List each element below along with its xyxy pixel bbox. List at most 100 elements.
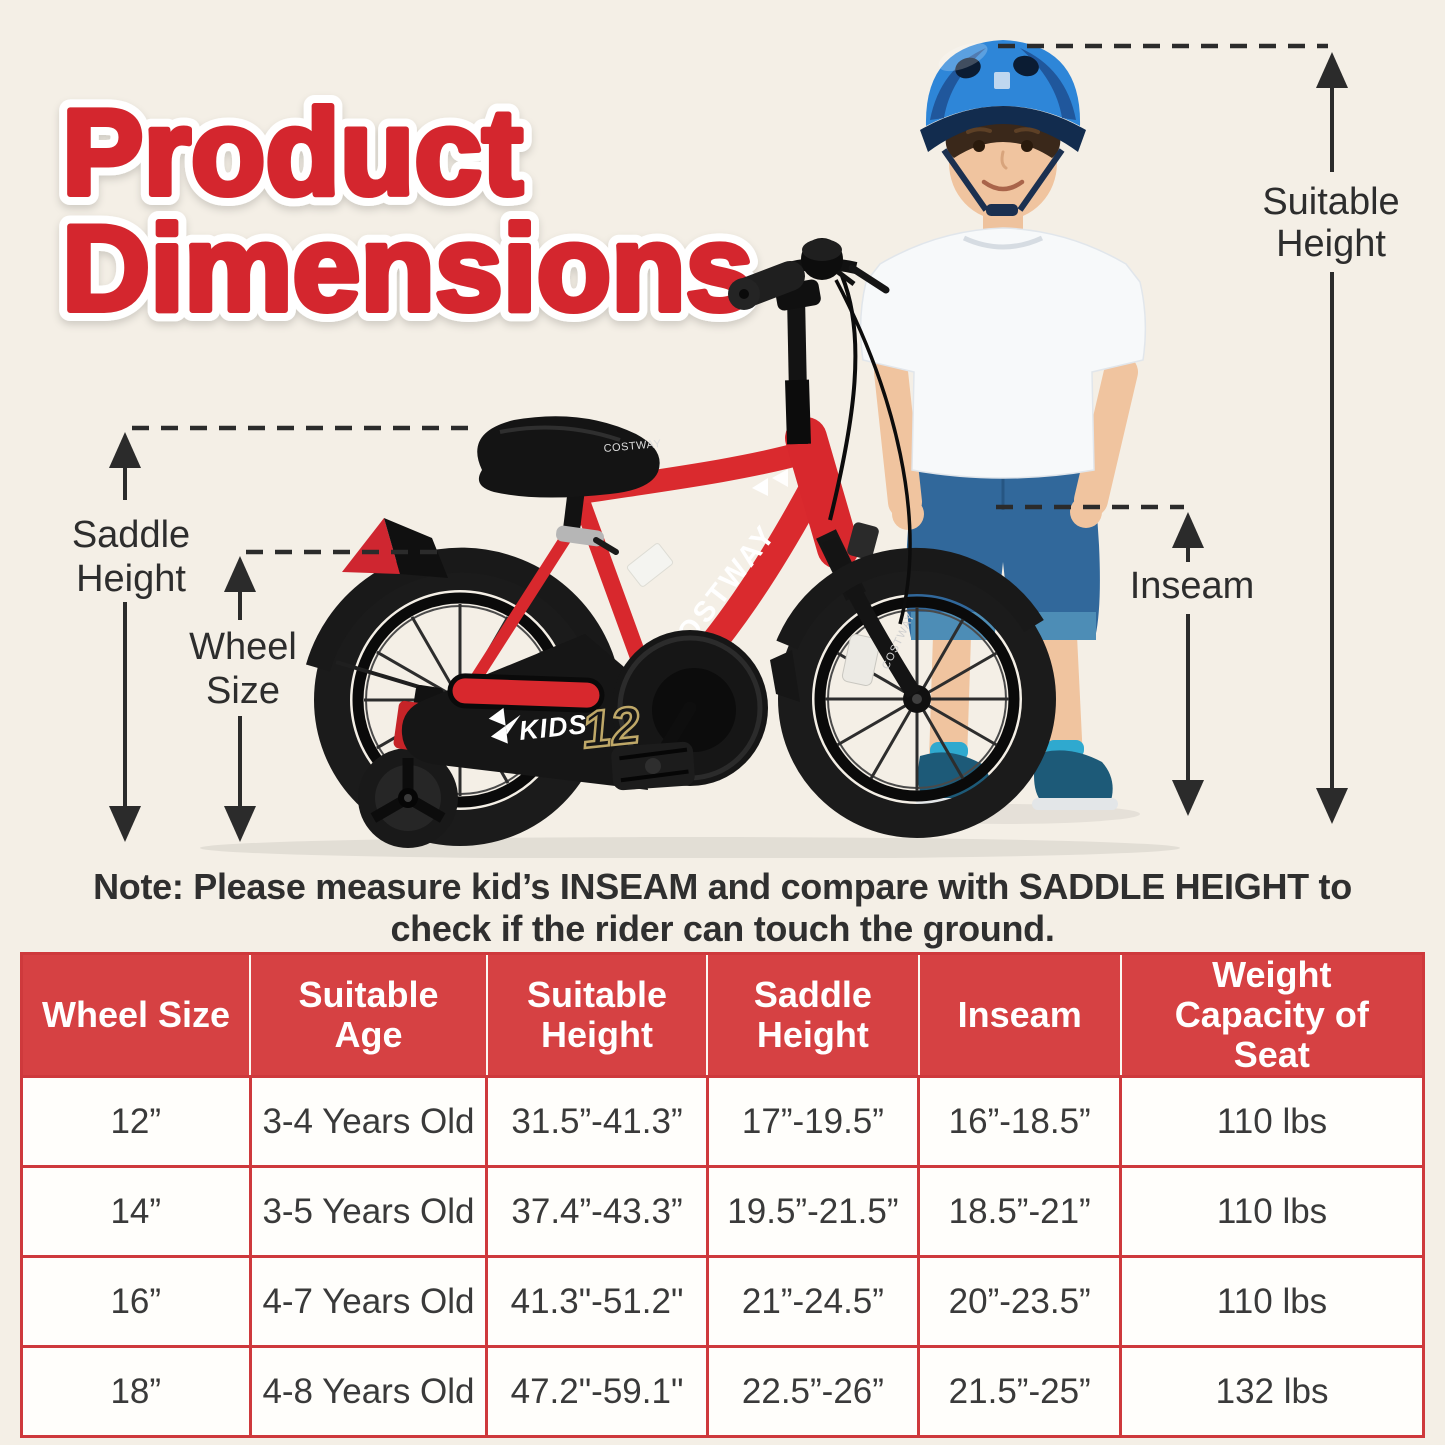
title-line-1: Product: [62, 84, 523, 220]
note-text: Note: Please measure kid’s INSEAM and co…: [0, 858, 1445, 952]
suitable-height-label: Suitable: [1262, 181, 1399, 223]
table-cell: 132 lbs: [1119, 1345, 1425, 1438]
dimensions-table: Wheel Size Suitable Age Suitable Height …: [20, 952, 1425, 1438]
title-line-1-outline: Product: [62, 84, 523, 220]
table-cell: 16”: [20, 1255, 252, 1348]
note-line-2: check if the rider can touch the ground.: [390, 908, 1055, 949]
table-cell: 110 lbs: [1119, 1075, 1425, 1168]
front-brake: [847, 522, 879, 560]
head-tube: [785, 417, 859, 569]
table-header-inseam: Inseam: [917, 953, 1121, 1077]
helmet-brim: [920, 106, 1086, 152]
front-fender: [776, 547, 1044, 650]
table-cell: 47.2"-59.1": [485, 1345, 709, 1438]
saddle-assembly: COSTWAY: [477, 416, 662, 555]
note-line-1: Note: Please measure kid’s INSEAM and co…: [93, 866, 1352, 907]
front-reflector: [841, 634, 881, 686]
brake-cable: [834, 279, 912, 625]
wheel-size-annotation: Wheel Size: [189, 549, 446, 842]
table-cell: 20”-23.5”: [917, 1255, 1123, 1348]
table-cell: 41.3"-51.2": [485, 1255, 709, 1348]
helmet: [920, 40, 1086, 152]
boy-right-shoe: [1032, 740, 1118, 810]
wheel-size-label: Size: [206, 670, 280, 712]
table-cell: 3-4 Years Old: [248, 1075, 489, 1168]
table-cell: 18”: [20, 1345, 252, 1438]
saddle-height-annotation: Saddle Height: [72, 425, 476, 842]
table-row: 18” 4-8 Years Old 47.2"-59.1" 22.5”-26” …: [20, 1345, 1425, 1438]
inseam-label: Inseam: [1130, 565, 1255, 607]
table-cell: 16”-18.5”: [917, 1075, 1123, 1168]
table-header-weight-capacity: Weight Capacity of Seat: [1119, 953, 1424, 1077]
helmet-chin-strap: [986, 204, 1018, 216]
boy-eye: [973, 140, 985, 152]
bike-shadow: [200, 837, 1180, 858]
table-cell: 22.5”-26”: [705, 1345, 921, 1438]
rear-fender-red-tip: [342, 518, 400, 574]
front-mudflap: [770, 650, 800, 702]
wheel-size-label: Wheel: [189, 626, 297, 668]
boy-smile: [981, 179, 1025, 192]
checker-flag-icon: [488, 707, 521, 744]
table-cell: 14”: [20, 1165, 252, 1258]
brake-cable: [828, 275, 858, 521]
seat-clamp: [556, 525, 604, 547]
table-cell: 21.5”-25”: [917, 1345, 1123, 1438]
boy-right-arm: [1074, 355, 1138, 517]
boy-eye: [1021, 140, 1033, 152]
boy-tshirt: [859, 227, 1147, 479]
table-cell: 18.5”-21”: [917, 1165, 1123, 1258]
boy-right-leg: [1039, 617, 1083, 779]
table-cell: 4-8 Years Old: [248, 1345, 489, 1438]
helmet-strap-left: [941, 148, 989, 212]
boy-head: [920, 40, 1086, 220]
table-cell: 17”-19.5”: [705, 1075, 921, 1168]
table-cell: 37.4”-43.3”: [485, 1165, 709, 1258]
helmet-vent-icon: [1013, 55, 1039, 77]
table-header-saddle-height: Saddle Height: [706, 953, 919, 1077]
table-cell: 19.5”-21.5”: [705, 1165, 921, 1258]
saddle-height-label: Height: [76, 558, 186, 600]
table-row: 12” 3-4 Years Old 31.5”-41.3” 17”-19.5” …: [20, 1075, 1425, 1168]
front-fork: COSTWAY: [770, 522, 1044, 702]
table-cell: 3-5 Years Old: [248, 1165, 489, 1258]
chainstay-window: [447, 673, 605, 713]
frame-flag-icon: [772, 469, 788, 487]
frame-sticker: [626, 543, 674, 587]
chain-guard: KIDS 12: [393, 630, 768, 790]
brake-lever: [848, 264, 890, 294]
hero-illustration: Product Product Dimensions Dimensions: [51, 40, 1400, 858]
tshirt-collar: [962, 235, 1044, 250]
front-rim: [814, 596, 1020, 802]
pedal-assembly: [611, 701, 697, 791]
page-title: Product Product Dimensions Dimensions: [51, 73, 765, 347]
saddle-height-label: Saddle: [72, 514, 190, 556]
table-cell: 110 lbs: [1119, 1255, 1425, 1348]
table-header-row: Wheel Size Suitable Age Suitable Height …: [21, 953, 1424, 1077]
title-line-2: Dimensions: [62, 200, 754, 336]
table-cell: 4-7 Years Old: [248, 1255, 489, 1348]
helmet-vent-icon: [955, 57, 981, 79]
title-line-2-outline: Dimensions: [62, 200, 754, 336]
suitable-height-annotation: Suitable Height: [998, 43, 1400, 824]
dimension-annotations: Saddle Height Wheel Size Suitable Height: [72, 43, 1400, 842]
table-header-wheel-size: Wheel Size: [21, 953, 251, 1077]
table-row: 16” 4-7 Years Old 41.3"-51.2" 21”-24.5” …: [20, 1255, 1425, 1348]
table-cell: 110 lbs: [1119, 1165, 1425, 1258]
suitable-height-label: Height: [1276, 223, 1386, 265]
table-cell: 12”: [20, 1075, 252, 1168]
table-header-suitable-age: Suitable Age: [249, 953, 487, 1077]
inseam-annotation: Inseam: [996, 504, 1255, 816]
helmet-logo: [994, 72, 1010, 89]
frame-flag-icon: [752, 478, 768, 496]
guard-size-label: 12: [579, 696, 643, 760]
table-header-suitable-height: Suitable Height: [485, 953, 708, 1077]
boy-right-hand: [1070, 496, 1102, 528]
handlebar-assembly: [728, 238, 912, 625]
guard-kids-label: KIDS: [517, 709, 588, 746]
table-row: 14” 3-5 Years Old 37.4”-43.3” 19.5”-21.5…: [20, 1165, 1425, 1258]
helmet-strap-right: [1017, 148, 1065, 212]
table-cell: 21”-24.5”: [705, 1255, 921, 1348]
table-cell: 31.5”-41.3”: [485, 1075, 709, 1168]
